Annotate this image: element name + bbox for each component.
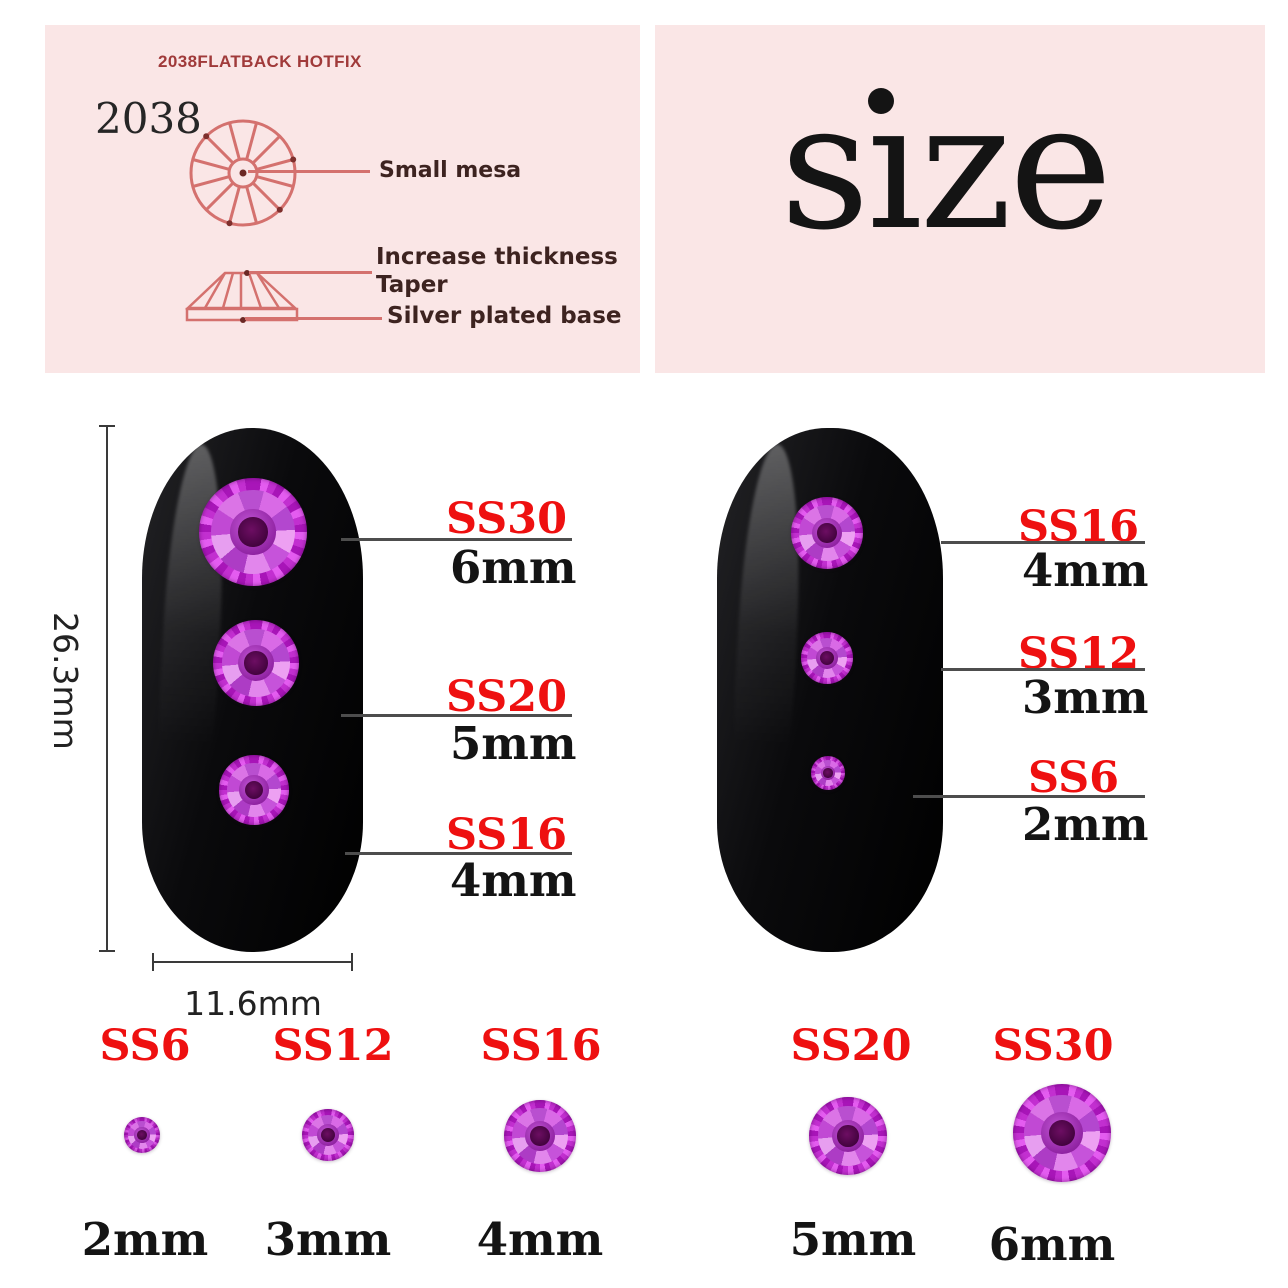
chart-code: SS30	[992, 1021, 1114, 1071]
label-increase-thickness: Increase thickness	[376, 244, 618, 270]
callout-line	[941, 668, 1145, 671]
rhinestone-ss12	[801, 632, 853, 684]
callout-size: 2mm	[1022, 798, 1149, 851]
callout-size: 5mm	[450, 717, 577, 770]
construction-title: 2038FLATBACK HOTFIX	[158, 52, 362, 71]
rhinestone-ss6	[811, 756, 845, 790]
rhinestone-ss16	[791, 497, 863, 569]
label-taper: Taper	[376, 272, 448, 298]
callout-line	[341, 538, 572, 541]
size-title: sıze	[780, 66, 1113, 269]
model-number: 2038	[95, 94, 202, 143]
rhinestone-ss12	[302, 1109, 354, 1161]
leader-line-small-mesa	[248, 170, 370, 173]
nail-height-value: 26.3mm	[46, 612, 85, 750]
nail-width-value: 11.6mm	[184, 984, 322, 1023]
rhinestone-ss16	[219, 755, 289, 825]
leader-line-base	[245, 317, 382, 320]
callout-code: SS16	[446, 810, 568, 860]
callout-code: SS20	[446, 672, 568, 722]
height-measure-cap-top	[99, 425, 115, 427]
rhinestone-ss16	[504, 1100, 576, 1172]
callout-code: SS6	[1028, 753, 1120, 803]
size-title-dot	[868, 88, 894, 114]
callout-line	[941, 541, 1145, 544]
rhinestone-ss6	[124, 1117, 160, 1153]
height-measure-cap-bottom	[99, 950, 115, 952]
construction-panel	[45, 25, 640, 373]
label-silver-plated-base: Silver plated base	[387, 303, 622, 329]
chart-size: 4mm	[476, 1213, 604, 1266]
chart-code: SS20	[790, 1021, 912, 1071]
stone-top-view-diagram	[189, 119, 297, 227]
callout-size: 6mm	[450, 541, 577, 594]
chart-code: SS6	[99, 1021, 191, 1071]
chart-size: 5mm	[789, 1213, 917, 1266]
height-measure-line	[106, 426, 108, 952]
rhinestone-ss30	[199, 478, 307, 586]
rhinestone-ss20	[809, 1097, 887, 1175]
width-measure-tick-right	[351, 953, 353, 971]
callout-line	[345, 852, 572, 855]
callout-line	[913, 795, 1145, 798]
width-measure-line	[153, 961, 353, 963]
chart-code: SS16	[480, 1021, 602, 1071]
callout-size: 3mm	[1022, 671, 1149, 724]
chart-size: 2mm	[81, 1213, 209, 1266]
callout-size: 4mm	[1022, 544, 1149, 597]
callout-line	[341, 714, 572, 717]
width-measure-tick-left	[152, 953, 154, 971]
size-panel	[655, 25, 1265, 373]
chart-size: 6mm	[988, 1218, 1116, 1271]
callout-size: 4mm	[450, 854, 577, 907]
rhinestone-ss30	[1013, 1084, 1111, 1182]
chart-size: 3mm	[264, 1213, 392, 1266]
chart-code: SS12	[272, 1021, 394, 1071]
leader-line-thickness	[249, 271, 372, 274]
rhinestone-ss20	[213, 620, 299, 706]
label-small-mesa: Small mesa	[379, 158, 522, 183]
callout-code: SS30	[446, 494, 568, 544]
